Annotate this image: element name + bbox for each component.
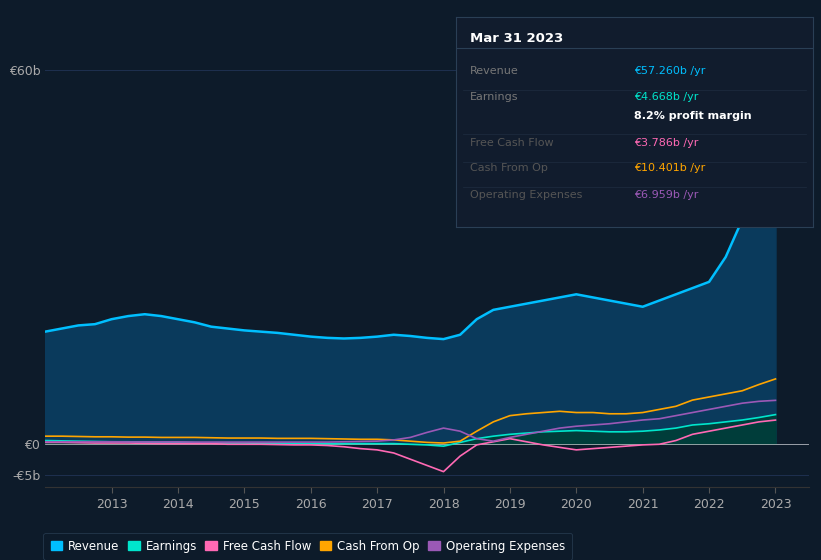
Text: €3.786b /yr: €3.786b /yr — [635, 138, 699, 148]
Text: Cash From Op: Cash From Op — [470, 163, 548, 173]
Text: 8.2% profit margin: 8.2% profit margin — [635, 110, 752, 120]
Legend: Revenue, Earnings, Free Cash Flow, Cash From Op, Operating Expenses: Revenue, Earnings, Free Cash Flow, Cash … — [44, 533, 572, 559]
Text: €10.401b /yr: €10.401b /yr — [635, 163, 705, 173]
Text: €6.959b /yr: €6.959b /yr — [635, 190, 699, 200]
Text: Operating Expenses: Operating Expenses — [470, 190, 582, 200]
Text: Free Cash Flow: Free Cash Flow — [470, 138, 553, 148]
Text: €4.668b /yr: €4.668b /yr — [635, 92, 699, 101]
Text: Revenue: Revenue — [470, 67, 519, 76]
Text: €57.260b /yr: €57.260b /yr — [635, 67, 705, 76]
Text: Earnings: Earnings — [470, 92, 518, 101]
Text: Mar 31 2023: Mar 31 2023 — [470, 31, 563, 44]
